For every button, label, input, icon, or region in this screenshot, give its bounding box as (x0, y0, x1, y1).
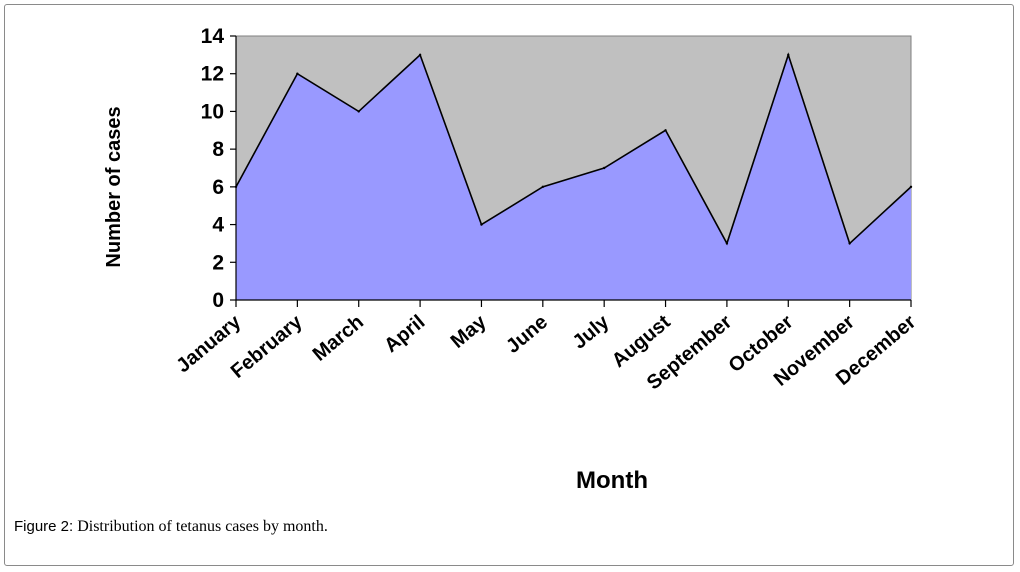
y-tick-label: 0 (212, 289, 224, 312)
data-point-december (909, 185, 913, 189)
data-point-june (541, 185, 545, 189)
x-tick-label: July (569, 310, 614, 353)
data-point-july (602, 166, 606, 170)
y-tick-label: 14 (201, 25, 225, 48)
data-point-april (418, 53, 422, 57)
data-point-october (787, 53, 790, 57)
x-tick-label: March (309, 311, 368, 366)
y-tick-label: 6 (212, 176, 224, 199)
data-point-march (357, 110, 360, 113)
y-tick-label: 8 (212, 138, 224, 161)
y-tick-label: 2 (212, 251, 224, 274)
y-tick-label: 12 (201, 63, 224, 86)
x-tick-label: June (502, 311, 552, 358)
data-point-november (848, 242, 851, 245)
x-axis-title: Month (576, 467, 648, 494)
area-series-line (235, 52, 912, 246)
y-tick-label: 10 (201, 100, 224, 123)
x-tick-label: April (380, 311, 429, 357)
figure-caption: Figure 2: Distribution of tetanus cases … (14, 518, 328, 536)
figure-caption-label: Figure 2: (14, 518, 74, 535)
y-tick-label: 4 (212, 214, 224, 237)
data-point-september (725, 242, 729, 245)
figure-caption-text: Distribution of tetanus cases by month. (73, 518, 328, 535)
data-point-august (664, 129, 667, 132)
y-axis-title: Number of cases (103, 106, 125, 267)
x-tick-label: May (447, 310, 492, 352)
data-point-february (296, 72, 299, 75)
data-point-may (480, 223, 483, 226)
